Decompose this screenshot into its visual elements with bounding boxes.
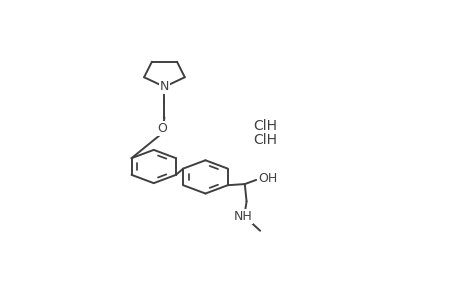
Text: ClH: ClH bbox=[252, 134, 276, 147]
Text: O: O bbox=[157, 122, 167, 135]
Text: NH: NH bbox=[233, 210, 252, 223]
Text: OH: OH bbox=[258, 172, 277, 185]
Text: ClH: ClH bbox=[252, 119, 276, 133]
Text: N: N bbox=[159, 80, 169, 93]
